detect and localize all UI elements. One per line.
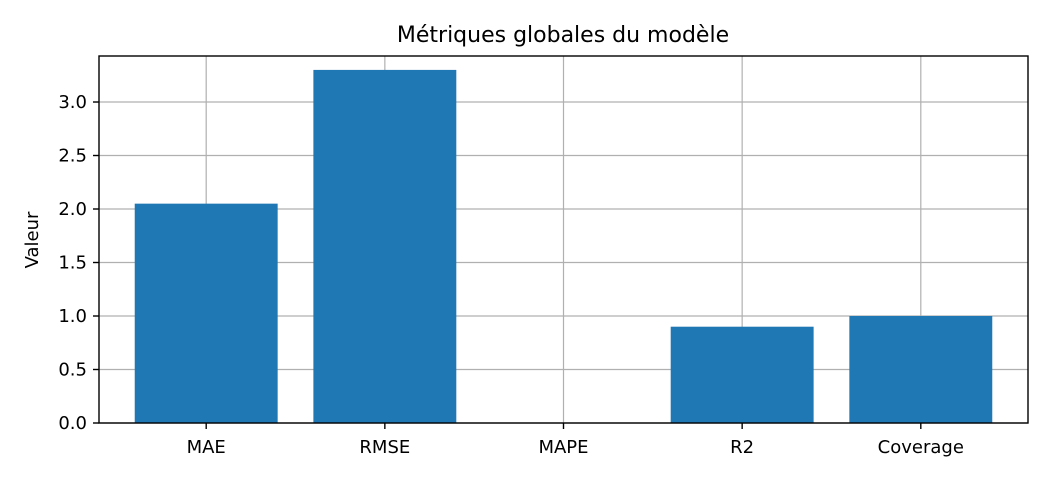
- x-tick-label: R2: [730, 437, 754, 458]
- x-tick-label: Coverage: [878, 437, 964, 458]
- x-axis-ticks: MAE RMSE MAPE R2 Coverage: [187, 423, 964, 458]
- bar-coverage: [849, 316, 993, 423]
- bar-rmse: [313, 69, 457, 424]
- y-tick-label: 0.5: [58, 360, 87, 381]
- y-tick-label: 2.0: [58, 199, 87, 220]
- x-tick-label: MAE: [187, 437, 226, 458]
- y-tick-label: 1.0: [58, 306, 87, 327]
- y-tick-label: 3.0: [58, 92, 87, 113]
- y-tick-label: 0.0: [58, 413, 87, 434]
- bars: [134, 69, 993, 424]
- x-tick-label: MAPE: [538, 437, 588, 458]
- x-tick-label: RMSE: [359, 437, 410, 458]
- plot-frame: [98, 55, 1029, 424]
- y-axis-label: Valeur: [22, 211, 43, 268]
- y-tick-label: 1.5: [58, 253, 87, 274]
- bar-r2: [670, 326, 814, 423]
- y-tick-label: 2.5: [58, 146, 87, 167]
- bar-mae: [134, 203, 278, 423]
- y-axis-ticks: 0.0 0.5 1.0 1.5 2.0 2.5 3.0: [58, 92, 99, 434]
- chart-title: Métriques globales du modèle: [397, 23, 729, 48]
